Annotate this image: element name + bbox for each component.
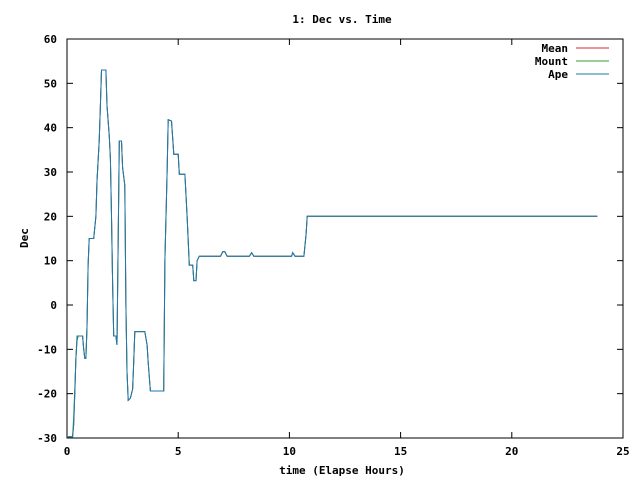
y-tick-label: 30 [44,166,57,179]
y-tick-label: 40 [44,122,57,135]
x-tick-label: 10 [283,445,296,458]
y-tick-label: 20 [44,210,57,223]
y-axis-label: Dec [18,228,31,248]
x-tick-label: 0 [64,445,71,458]
series-line-ape [67,69,598,438]
series-line-mount [67,69,598,438]
x-tick-label: 5 [175,445,182,458]
series-line-mean [67,69,598,438]
y-tick-label: 10 [44,255,57,268]
legend-label: Ape [548,68,568,81]
plot-frame [66,38,624,439]
x-tick-label: 25 [616,445,629,458]
y-tick-label: -20 [37,388,57,401]
y-tick-label: -30 [37,432,57,445]
x-tick-label: 15 [394,445,407,458]
y-tick-label: 60 [44,33,57,46]
x-tick-label: 20 [505,445,518,458]
x-axis-label: time (Elapse Hours) [279,464,405,477]
axis-ticks: 0 5 10 15 20 25 -30 -20 -10 0 10 20 30 40 50 60 [37,33,630,458]
y-tick-label: -10 [37,343,57,356]
y-tick-label: 0 [50,299,57,312]
legend-label: Mean [542,42,569,55]
y-tick-label: 50 [44,77,57,90]
series-lines [67,69,598,438]
legend-label: Mount [535,55,568,68]
chart-title: 1: Dec vs. Time [292,13,392,26]
